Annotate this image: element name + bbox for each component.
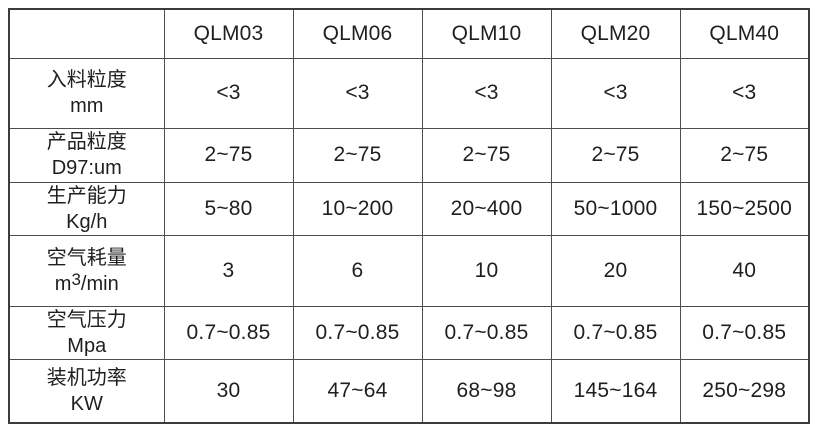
table-row-product-size: 产品粒度 D97:um 2~75 2~75 2~75 2~75 2~75 [8,127,810,183]
table-row-air-consumption: 空气耗量 m3/min 3 6 10 20 40 [8,234,810,307]
table-header-row: QLM03 QLM06 QLM10 QLM20 QLM40 [8,8,810,59]
col-header-qlm06: QLM06 [292,8,423,59]
row-name: 生产能力 [46,184,127,207]
row-unit: Kg/h [66,210,108,233]
col-header-qlm40: QLM40 [679,8,810,59]
data-cell: 0.7~0.85 [550,305,681,360]
data-cell: <3 [550,57,681,129]
col-header-qlm03: QLM03 [163,8,294,59]
product-spec-table: QLM03 QLM06 QLM10 QLM20 QLM40 入料粒度 mm <3… [8,8,810,424]
data-cell: 20~400 [421,181,552,236]
row-label-air-consumption: 空气耗量 m3/min [8,234,165,307]
data-cell: 0.7~0.85 [292,305,423,360]
data-cell: 68~98 [421,358,552,424]
data-cell: 0.7~0.85 [421,305,552,360]
data-cell: 2~75 [679,127,810,183]
data-cell: 145~164 [550,358,681,424]
row-label-air-pressure: 空气压力 Mpa [8,305,165,360]
table-row-capacity: 生产能力 Kg/h 5~80 10~200 20~400 50~1000 150… [8,181,810,236]
row-unit: m3/min [54,269,119,295]
data-cell: 47~64 [292,358,423,424]
data-cell: 2~75 [421,127,552,183]
data-cell: 30 [163,358,294,424]
data-cell: <3 [163,57,294,129]
data-cell: 0.7~0.85 [163,305,294,360]
table-row-feed-size: 入料粒度 mm <3 <3 <3 <3 <3 [8,57,810,129]
data-cell: 5~80 [163,181,294,236]
data-cell: 2~75 [292,127,423,183]
corner-cell [8,8,165,59]
data-cell: 6 [292,234,423,307]
table-row-air-pressure: 空气压力 Mpa 0.7~0.85 0.7~0.85 0.7~0.85 0.7~… [8,305,810,360]
data-cell: 50~1000 [550,181,681,236]
row-unit: KW [70,392,103,415]
row-name: 入料粒度 [46,69,127,91]
row-name: 装机功率 [46,366,127,389]
data-cell: 10~200 [292,181,423,236]
row-unit: mm [70,95,104,117]
data-cell: 20 [550,234,681,307]
data-cell: 0.7~0.85 [679,305,810,360]
row-unit: Mpa [67,334,107,357]
row-label-capacity: 生产能力 Kg/h [8,181,165,236]
data-cell: 2~75 [550,127,681,183]
data-cell: 3 [163,234,294,307]
row-name: 产品粒度 [46,131,127,153]
row-label-feed-size: 入料粒度 mm [8,57,165,129]
data-cell: 10 [421,234,552,307]
data-cell: 2~75 [163,127,294,183]
table-row-installed-power: 装机功率 KW 30 47~64 68~98 145~164 250~298 [8,358,810,424]
data-cell: 40 [679,234,810,307]
data-cell: <3 [679,57,810,129]
data-cell: <3 [421,57,552,129]
row-label-installed-power: 装机功率 KW [8,358,165,424]
data-cell: 150~2500 [679,181,810,236]
cubic-superscript: 3 [71,269,81,289]
data-cell: <3 [292,57,423,129]
row-unit: D97:um [51,157,122,179]
row-label-product-size: 产品粒度 D97:um [8,127,165,183]
col-header-qlm10: QLM10 [421,8,552,59]
row-name: 空气压力 [46,308,127,331]
col-header-qlm20: QLM20 [550,8,681,59]
row-name: 空气耗量 [46,246,127,269]
data-cell: 250~298 [679,358,810,424]
